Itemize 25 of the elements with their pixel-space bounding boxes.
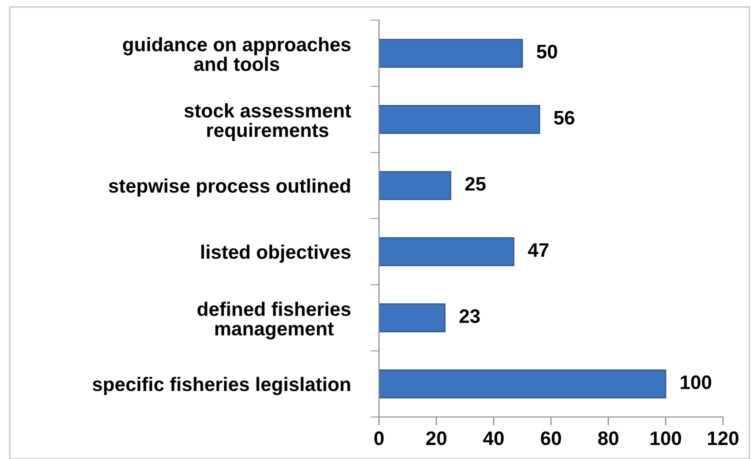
bar — [379, 303, 446, 332]
bar — [379, 237, 514, 266]
x-tick-label: 0 — [374, 431, 384, 446]
x-tick-label: 80 — [598, 431, 618, 446]
data-label: 23 — [460, 309, 480, 324]
x-tick-label: 120 — [708, 431, 738, 446]
data-label: 56 — [554, 110, 574, 125]
y-tick-label: specific fisheries legislation — [92, 376, 350, 396]
data-label: 50 — [536, 44, 558, 58]
y-tick-label: stock assessment requirements — [184, 103, 352, 141]
bar — [379, 38, 523, 68]
bar — [379, 104, 540, 134]
y-tick-label: listed objectives — [201, 244, 350, 263]
bar — [379, 171, 452, 200]
x-tick-label: 20 — [426, 431, 446, 446]
data-label: 47 — [528, 243, 548, 257]
y-tick-label: guidance on approaches and tools — [123, 37, 350, 72]
bar — [379, 369, 666, 398]
y-tick-label: stepwise process outlined — [108, 178, 350, 197]
data-label: 100 — [680, 375, 712, 390]
data-label: 25 — [465, 176, 486, 191]
x-tick-label: 100 — [650, 431, 682, 446]
y-tick-label: defined fisheries management — [198, 302, 350, 340]
x-tick-label: 40 — [483, 431, 504, 446]
x-tick-label: 60 — [540, 431, 562, 446]
